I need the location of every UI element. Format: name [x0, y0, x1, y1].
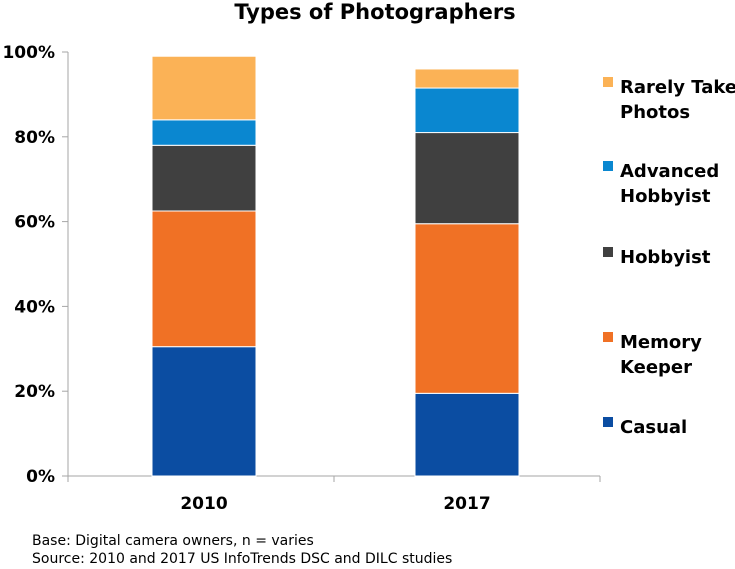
legend-swatch — [603, 417, 613, 427]
legend-swatch — [603, 247, 613, 257]
chart-title: Types of Photographers — [234, 0, 515, 24]
footnote-source: Source: 2010 and 2017 US InfoTrends DSC … — [32, 551, 453, 567]
legend-swatch — [603, 332, 613, 342]
bar-segment — [151, 210, 257, 348]
y-tick-label: 20% — [14, 382, 55, 402]
y-tick-label: 0% — [26, 467, 55, 487]
bar-segment — [414, 223, 520, 394]
legend-label: Keeper — [620, 357, 692, 378]
legend-label: Hobbyist — [620, 247, 711, 268]
legend: Rarely Take Photos Advanced Hobbyist Hobbyis… — [603, 77, 735, 438]
axes: 0% 20% 40% 60% 80% 100% 2010 2017 — [2, 43, 601, 514]
legend-label: Rarely Take — [620, 77, 735, 98]
y-tick-label: 80% — [14, 128, 55, 148]
bar-segment — [151, 119, 257, 146]
y-tick-label: 100% — [2, 43, 55, 63]
bar-segment — [151, 144, 257, 212]
legend-label: Advanced — [620, 161, 719, 182]
bar-segment — [151, 55, 257, 121]
bars — [151, 55, 520, 477]
legend-swatch — [603, 161, 613, 171]
x-category-label: 2010 — [180, 494, 227, 514]
bar-segment — [414, 87, 520, 134]
bar-segment — [151, 346, 257, 477]
y-tick-label: 40% — [14, 297, 55, 317]
x-category-label: 2017 — [443, 494, 490, 514]
legend-label: Photos — [620, 102, 690, 123]
footnote-base: Base: Digital camera owners, n = varies — [32, 533, 314, 549]
bar-segment — [414, 392, 520, 477]
bar-segment — [414, 68, 520, 89]
legend-swatch — [603, 77, 613, 87]
bar-segment — [414, 132, 520, 225]
legend-label: Memory — [620, 332, 702, 353]
legend-label: Casual — [620, 417, 687, 438]
legend-label: Hobbyist — [620, 186, 711, 207]
y-tick-label: 60% — [14, 213, 55, 233]
